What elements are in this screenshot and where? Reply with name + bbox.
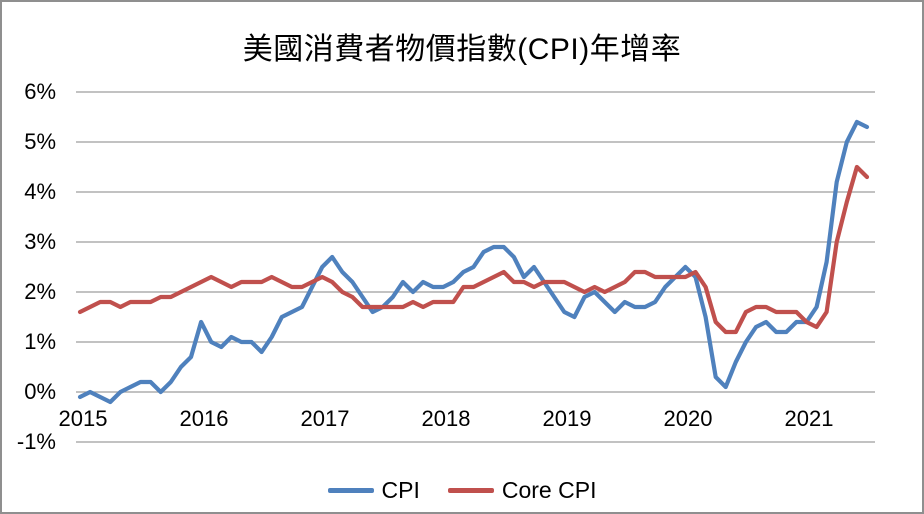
x-axis-tick-label: 2015	[58, 406, 108, 431]
legend-label: CPI	[381, 476, 420, 503]
series-line-core-cpi	[77, 164, 870, 335]
legend-item-cpi: CPI	[327, 476, 420, 504]
legend-line-swatch	[327, 487, 374, 493]
x-axis-tick-label: 2020	[663, 406, 713, 431]
y-axis-tick-label: 2%	[24, 279, 56, 304]
x-axis-tick-label: 2017	[300, 406, 350, 431]
x-axis-tick-label: 2019	[542, 406, 592, 431]
legend-item-core-cpi: Core CPI	[447, 476, 597, 504]
x-axis-tick-label: 2016	[179, 406, 229, 431]
y-axis-tick-label: -1%	[16, 429, 56, 454]
legend-label: Core CPI	[501, 476, 597, 503]
y-axis-tick-label: 1%	[24, 329, 56, 354]
series-line-cpi	[77, 119, 870, 405]
y-axis-tick-label: 6%	[24, 79, 56, 104]
y-axis-tick-label: 4%	[24, 179, 56, 204]
y-axis-tick-label: 0%	[24, 379, 56, 404]
x-axis-tick-label: 2021	[784, 406, 834, 431]
y-axis-tick-label: 5%	[24, 129, 56, 154]
chart-title: 美國消費者物價指數(CPI)年增率	[242, 33, 682, 66]
x-axis-tick-label: 2018	[421, 406, 471, 431]
legend-line-swatch	[447, 487, 494, 493]
legend: CPI Core CPI	[2, 472, 922, 508]
y-axis-tick-label: 3%	[24, 229, 56, 254]
